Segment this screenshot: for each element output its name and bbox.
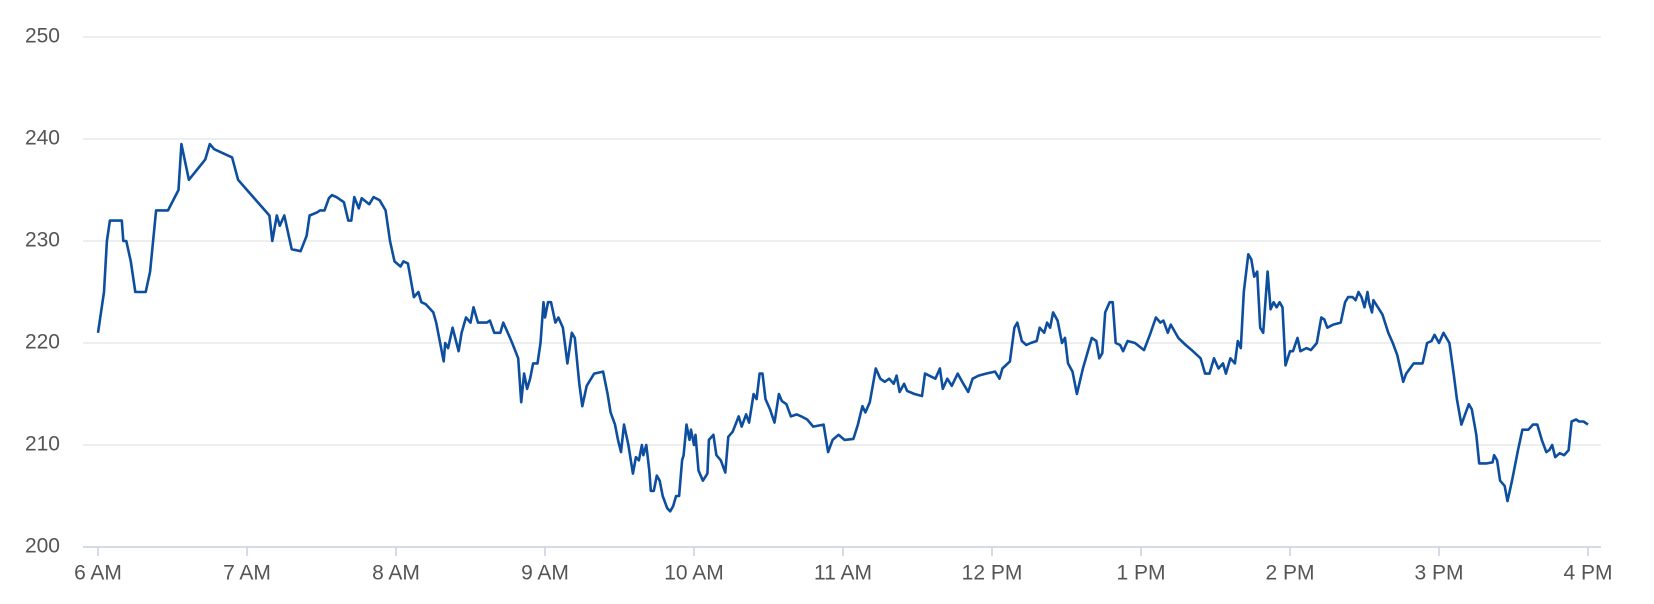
x-tick-label: 4 PM (1563, 562, 1612, 585)
y-tick-label: 240 (25, 127, 60, 150)
x-tick-label: 2 PM (1265, 562, 1314, 585)
price-line (96, 142, 1589, 513)
y-tick-label: 230 (25, 229, 60, 252)
y-tick-label: 210 (25, 433, 60, 456)
x-tick-label: 3 PM (1414, 562, 1463, 585)
x-tick-label: 1 PM (1116, 562, 1165, 585)
x-tick-label: 10 AM (664, 562, 724, 585)
y-tick-label: 200 (25, 535, 60, 558)
y-tick-label: 250 (25, 25, 60, 48)
x-tick-label: 6 AM (74, 562, 122, 585)
x-tick-label: 12 PM (962, 562, 1023, 585)
x-tick-label: 9 AM (521, 562, 569, 585)
x-tick-label: 8 AM (372, 562, 420, 585)
y-tick-label: 220 (25, 331, 60, 354)
x-tick-label: 7 AM (223, 562, 271, 585)
x-tick-label: 11 AM (814, 562, 872, 585)
